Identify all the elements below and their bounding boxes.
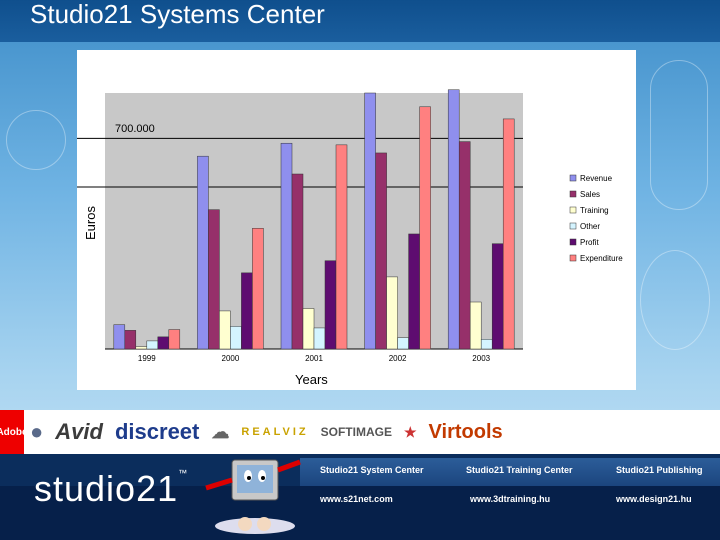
footer-publishing: Studio21 Publishing (616, 465, 703, 475)
x-tick-label-2001: 2001 (305, 354, 323, 363)
mascot-monitor-icon (205, 459, 301, 534)
x-tick-label-1999: 1999 (138, 354, 156, 363)
bar-chart: 1999 2000 2001 2002 2003 700.000 Euros Years… (77, 89, 635, 387)
legend-box (565, 169, 635, 265)
apple-logo-icon: ● (30, 419, 44, 444)
wireframe-decoration-right-bottom (640, 250, 710, 350)
realviz-logo: REALVIZ (241, 426, 309, 438)
bar-profit-2001 (324, 260, 337, 350)
bar-training-2002 (386, 276, 398, 350)
bar-expenditure-2001 (335, 144, 348, 350)
bar-profit-2002 (408, 233, 420, 350)
legend-label-sales: Sales (580, 190, 600, 199)
legend-swatch-expenditure (569, 254, 577, 262)
legend-label-profit: Profit (580, 238, 599, 247)
x-tick-label-2003: 2003 (472, 354, 490, 363)
bar-training-2000 (219, 310, 231, 350)
chart-frame: 1999 2000 2001 2002 2003 700.000 Euros Years… (77, 50, 636, 390)
annotation-label: 700.000 (115, 123, 155, 135)
bar-other-1999 (146, 340, 159, 350)
bar-sales-2003 (458, 141, 471, 350)
x-tick-label-2000: 2000 (222, 354, 240, 363)
bar-profit-2000 (241, 272, 253, 350)
legend-label-expenditure: Expenditure (580, 254, 623, 263)
legend-swatch-other (569, 222, 577, 230)
bar-sales-2002 (375, 152, 387, 350)
title-bar (0, 0, 720, 42)
virtools-logo: Virtools (428, 420, 503, 443)
bar-expenditure-2000 (252, 228, 264, 350)
wireframe-decoration-right-top (650, 60, 708, 210)
studio21-brand-logo: studio21™ (34, 468, 189, 509)
partner-logo-strip: Adobe ● Avid discreet ☁ REALVIZ SOFTIMAG… (0, 410, 720, 454)
x-tick-label-2002: 2002 (389, 354, 407, 363)
footer: Studio21 System Center Studio21 Training… (0, 454, 720, 540)
bar-revenue-2000 (197, 155, 209, 350)
bar-training-2003 (469, 301, 482, 350)
bar-sales-1999 (124, 330, 137, 350)
adobe-logo: Adobe (0, 410, 28, 454)
footer-system-center: Studio21 System Center (320, 465, 424, 475)
adobe-logo-text: Adobe (0, 426, 28, 438)
legend-label-revenue: Revenue (580, 174, 613, 183)
avid-logo: Avid (55, 419, 103, 444)
legend-swatch-profit (569, 238, 577, 246)
bar-expenditure-2002 (419, 106, 431, 350)
legend-label-other: Other (580, 222, 600, 231)
slide-title: Studio21 Systems Center (30, 0, 325, 29)
bar-profit-2003 (491, 243, 504, 350)
y-axis-label: Euros (83, 206, 98, 240)
legend: Revenue Sales Training Other Profit Expenditu… (565, 169, 635, 265)
bar-other-2001 (313, 327, 326, 350)
footer-url-3dtraining[interactable]: www.3dtraining.hu (470, 494, 551, 504)
legend-swatch-revenue (569, 174, 577, 182)
legend-swatch-sales (569, 190, 577, 198)
bar-revenue-2001 (280, 142, 293, 350)
bar-other-2000 (230, 326, 242, 350)
footer-url-design21[interactable]: www.design21.hu (616, 494, 692, 504)
bar-revenue-2003 (447, 89, 460, 350)
bar-sales-2001 (291, 173, 304, 350)
wireframe-decoration-left (6, 110, 66, 170)
cloud-logo-icon: ☁ (211, 421, 230, 442)
bar-other-2003 (480, 339, 493, 350)
footer-url-s21net[interactable]: www.s21net.com (320, 494, 393, 504)
bar-revenue-1999 (113, 324, 126, 350)
footer-training-center: Studio21 Training Center (466, 465, 573, 475)
bar-expenditure-2003 (502, 118, 515, 350)
bar-revenue-2002 (364, 92, 376, 350)
legend-swatch-training (569, 206, 577, 214)
footer-bottom-bar (0, 486, 720, 540)
bar-other-2002 (397, 337, 409, 350)
toonboom-logo-icon: ★ (403, 423, 417, 440)
x-axis-label: Years (295, 372, 328, 387)
bar-training-2001 (302, 308, 315, 350)
bar-expenditure-1999 (168, 329, 181, 350)
softimage-logo: SOFTIMAGE (320, 425, 392, 439)
bar-profit-1999 (157, 336, 170, 350)
legend-label-training: Training (580, 206, 609, 215)
footer-top-bar (300, 458, 720, 486)
bar-sales-2000 (208, 209, 220, 350)
discreet-logo: discreet (114, 419, 200, 444)
bar-training-1999 (135, 346, 148, 350)
